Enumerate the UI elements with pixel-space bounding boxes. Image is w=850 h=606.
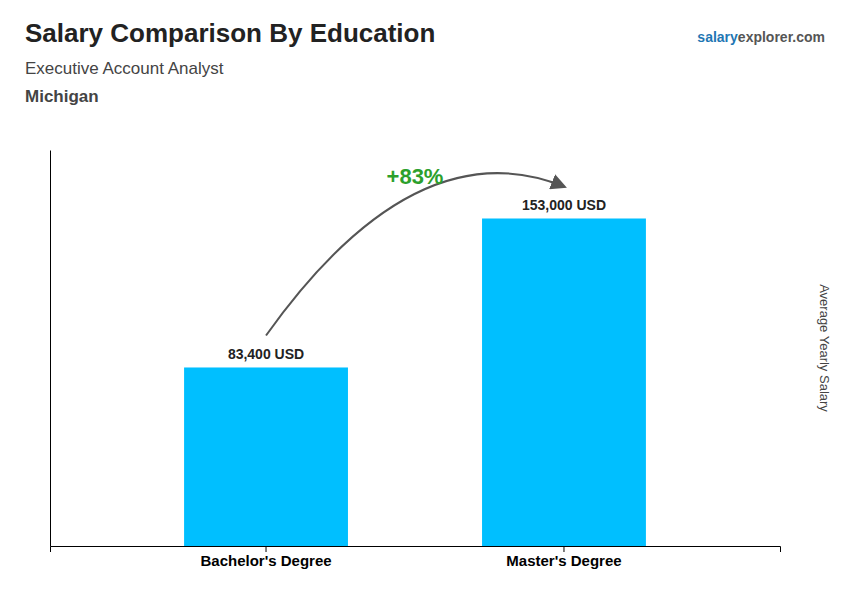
y-axis [50, 151, 51, 547]
x-tick: Bachelor's Degree [200, 546, 331, 569]
bars [184, 218, 646, 546]
change-label: +83% [387, 164, 444, 189]
x-tick-label: Master's Degree [506, 552, 621, 569]
location: Michigan [25, 87, 99, 106]
x-axis-line [51, 547, 781, 553]
chart: Salary Comparison By Education Executive … [0, 0, 850, 606]
y-axis-title: Average Yearly Salary [817, 284, 832, 412]
watermark: salaryexplorer.com [697, 29, 825, 45]
plot: Bachelor's Degree Master's Degree 83,400 U… [51, 151, 781, 569]
change-arrow [266, 173, 564, 335]
x-axis: Bachelor's Degree Master's Degree [51, 546, 781, 569]
y-axis-line [50, 151, 51, 547]
x-tick-label: Bachelor's Degree [200, 552, 331, 569]
bar [482, 218, 646, 546]
x-tick: Master's Degree [506, 546, 621, 569]
bar [184, 367, 348, 546]
data-label: 153,000 USD [522, 197, 606, 213]
data-labels: 83,400 USD 153,000 USD [228, 197, 606, 362]
watermark-part: explorer.com [738, 29, 825, 45]
title: Salary Comparison By Education [25, 18, 435, 48]
subtitle: Executive Account Analyst [25, 59, 224, 78]
data-label: 83,400 USD [228, 346, 304, 362]
watermark-part: salary [697, 29, 738, 45]
